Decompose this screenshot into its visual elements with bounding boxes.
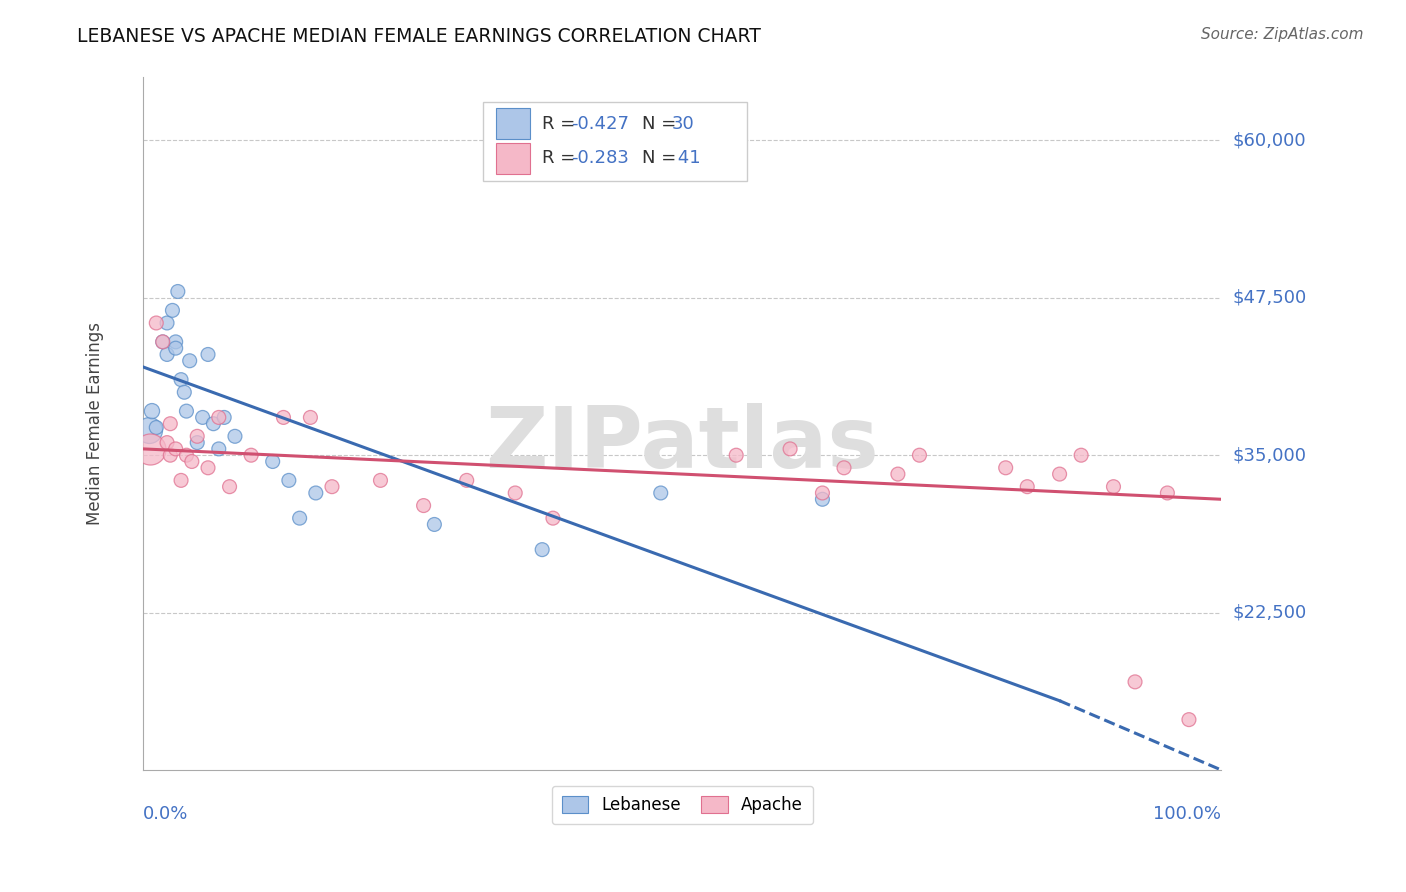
Point (262, 454, 284, 468)
Point (412, 499, 434, 513)
Text: R =: R = (543, 150, 581, 168)
FancyBboxPatch shape (496, 108, 530, 139)
Text: Median Female Earnings: Median Female Earnings (86, 322, 104, 525)
Point (779, 442, 801, 456)
Point (170, 474, 193, 488)
Point (152, 334, 174, 349)
Point (1178, 713, 1201, 727)
Text: -0.283: -0.283 (571, 150, 628, 168)
Point (197, 460, 219, 475)
Point (202, 417, 225, 431)
Point (139, 442, 162, 456)
Point (173, 385, 195, 400)
Point (1017, 480, 1039, 494)
Point (156, 316, 179, 330)
Point (908, 448, 931, 462)
Text: $35,000: $35,000 (1233, 446, 1306, 464)
Point (277, 474, 299, 488)
FancyBboxPatch shape (482, 102, 747, 181)
Point (887, 467, 910, 481)
Text: 100.0%: 100.0% (1153, 805, 1222, 822)
Text: -0.427: -0.427 (571, 115, 630, 133)
Point (321, 480, 343, 494)
Point (156, 347, 179, 361)
Text: N =: N = (643, 150, 682, 168)
Point (141, 404, 163, 418)
Point (145, 316, 167, 330)
Point (370, 474, 392, 488)
Text: N =: N = (643, 115, 682, 133)
Text: 41: 41 (672, 150, 700, 168)
Point (156, 435, 179, 450)
Point (166, 285, 188, 299)
Point (456, 474, 478, 488)
Point (725, 448, 748, 462)
Text: $22,500: $22,500 (1233, 604, 1306, 622)
Point (423, 517, 446, 532)
Point (159, 448, 181, 462)
Point (1156, 486, 1178, 500)
Text: ZIPatlas: ZIPatlas (485, 403, 879, 486)
Point (212, 410, 235, 425)
FancyBboxPatch shape (496, 143, 530, 174)
Point (1070, 448, 1092, 462)
Point (145, 420, 167, 434)
Point (176, 404, 198, 418)
Point (208, 442, 231, 456)
Point (138, 423, 160, 437)
Point (299, 410, 322, 425)
Point (811, 486, 834, 500)
Point (186, 435, 208, 450)
Point (503, 486, 526, 500)
Text: 0.0%: 0.0% (143, 805, 188, 822)
Point (165, 341, 187, 355)
Point (179, 353, 201, 368)
Text: Source: ZipAtlas.com: Source: ZipAtlas.com (1201, 27, 1364, 42)
Point (1102, 480, 1125, 494)
Point (224, 429, 246, 443)
Point (273, 410, 295, 425)
Point (650, 486, 672, 500)
Point (994, 460, 1017, 475)
Legend: Lebanese, Apache: Lebanese, Apache (551, 786, 813, 824)
Point (165, 442, 187, 456)
Point (152, 334, 174, 349)
Text: R =: R = (543, 115, 581, 133)
Point (170, 373, 193, 387)
Point (288, 511, 311, 525)
Point (240, 448, 263, 462)
Point (541, 511, 564, 525)
Point (159, 417, 181, 431)
Point (811, 492, 834, 507)
Point (186, 429, 208, 443)
Point (531, 542, 554, 557)
Point (305, 486, 328, 500)
Point (191, 410, 214, 425)
Text: $47,500: $47,500 (1233, 289, 1306, 307)
Point (162, 303, 184, 318)
Point (1123, 674, 1146, 689)
Point (197, 347, 219, 361)
Point (832, 460, 855, 475)
Point (218, 480, 240, 494)
Text: LEBANESE VS APACHE MEDIAN FEMALE EARNINGS CORRELATION CHART: LEBANESE VS APACHE MEDIAN FEMALE EARNING… (77, 27, 761, 45)
Text: $60,000: $60,000 (1233, 131, 1306, 149)
Point (208, 410, 231, 425)
Point (176, 448, 198, 462)
Point (1049, 467, 1071, 481)
Point (180, 454, 202, 468)
Text: 30: 30 (672, 115, 695, 133)
Point (165, 334, 187, 349)
